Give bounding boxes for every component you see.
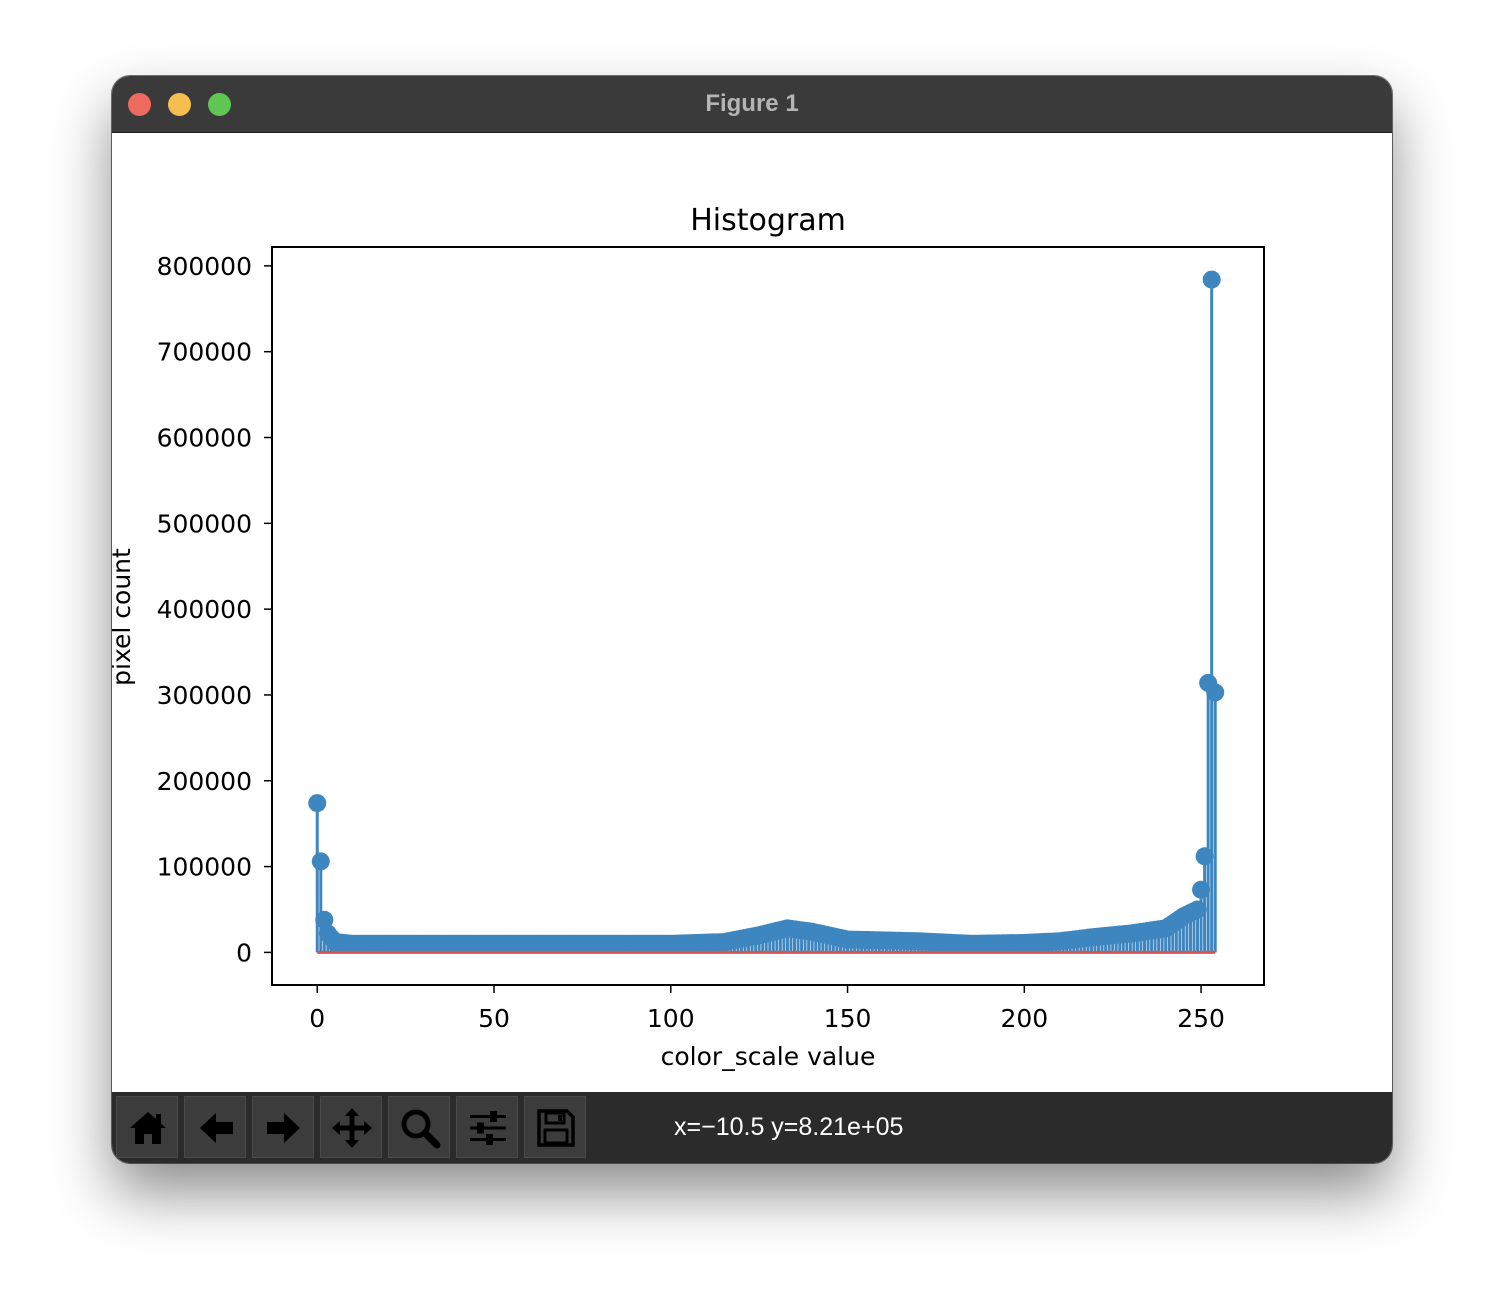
- back-button[interactable]: [184, 1096, 246, 1158]
- x-tick-label: 200: [1000, 1004, 1048, 1033]
- x-tick-label: 150: [824, 1004, 872, 1033]
- stem-marker: [311, 852, 330, 871]
- move-icon: [332, 1108, 372, 1148]
- y-tick-label: 200000: [157, 767, 252, 796]
- figure-window: Figure 1 Histogram 0 50 100 150 200 250 0 100000…: [112, 76, 1392, 1163]
- y-tick-label: 800000: [157, 252, 252, 281]
- maximize-button[interactable]: [208, 93, 231, 116]
- configure-subplots-button[interactable]: [456, 1096, 518, 1158]
- cursor-coordinates: x=−10.5 y=8.21e+05: [674, 1113, 904, 1141]
- y-tick-label: 500000: [157, 509, 252, 538]
- stem-marker: [1202, 270, 1221, 289]
- stem-marker: [308, 794, 327, 813]
- y-tick-label: 300000: [157, 681, 252, 710]
- home-icon: [130, 1112, 166, 1144]
- histogram-chart[interactable]: Histogram 0 50 100 150 200 250 0 100000 200000 300…: [112, 133, 1392, 1092]
- home-button[interactable]: [116, 1096, 178, 1158]
- y-tick-label: 700000: [157, 338, 252, 367]
- x-axis-label: color_scale value: [661, 1042, 876, 1071]
- save-button[interactable]: [524, 1096, 586, 1158]
- y-tick-label: 400000: [157, 595, 252, 624]
- stem-marker: [1206, 683, 1225, 702]
- x-tick-label: 50: [478, 1004, 510, 1033]
- chart-title: Histogram: [690, 203, 846, 238]
- x-tick-label: 0: [309, 1004, 325, 1033]
- pan-button[interactable]: [320, 1096, 382, 1158]
- stem-marker: [315, 910, 334, 929]
- y-tick-label: 100000: [157, 853, 252, 882]
- figure-canvas[interactable]: Histogram 0 50 100 150 200 250 0 100000 200000 300…: [112, 133, 1392, 1092]
- forward-button[interactable]: [252, 1096, 314, 1158]
- axes-frame: [271, 246, 1265, 986]
- minimize-button[interactable]: [168, 93, 191, 116]
- y-tick-label: 600000: [157, 424, 252, 453]
- arrow-right-icon: [267, 1113, 300, 1143]
- navigation-toolbar: x=−10.5 y=8.21e+05: [112, 1092, 1392, 1163]
- title-bar: Figure 1: [112, 76, 1392, 133]
- x-tick-label: 100: [647, 1004, 695, 1033]
- save-icon: [537, 1109, 575, 1147]
- y-axis-label: pixel count: [112, 548, 136, 686]
- close-button[interactable]: [128, 93, 151, 116]
- x-tick-label: 250: [1177, 1004, 1225, 1033]
- y-tick-label: 0: [236, 938, 252, 967]
- sliders-icon: [470, 1111, 506, 1145]
- zoom-icon: [401, 1109, 441, 1149]
- window-title: Figure 1: [705, 90, 799, 117]
- arrow-left-icon: [200, 1113, 233, 1143]
- zoom-button[interactable]: [388, 1096, 450, 1158]
